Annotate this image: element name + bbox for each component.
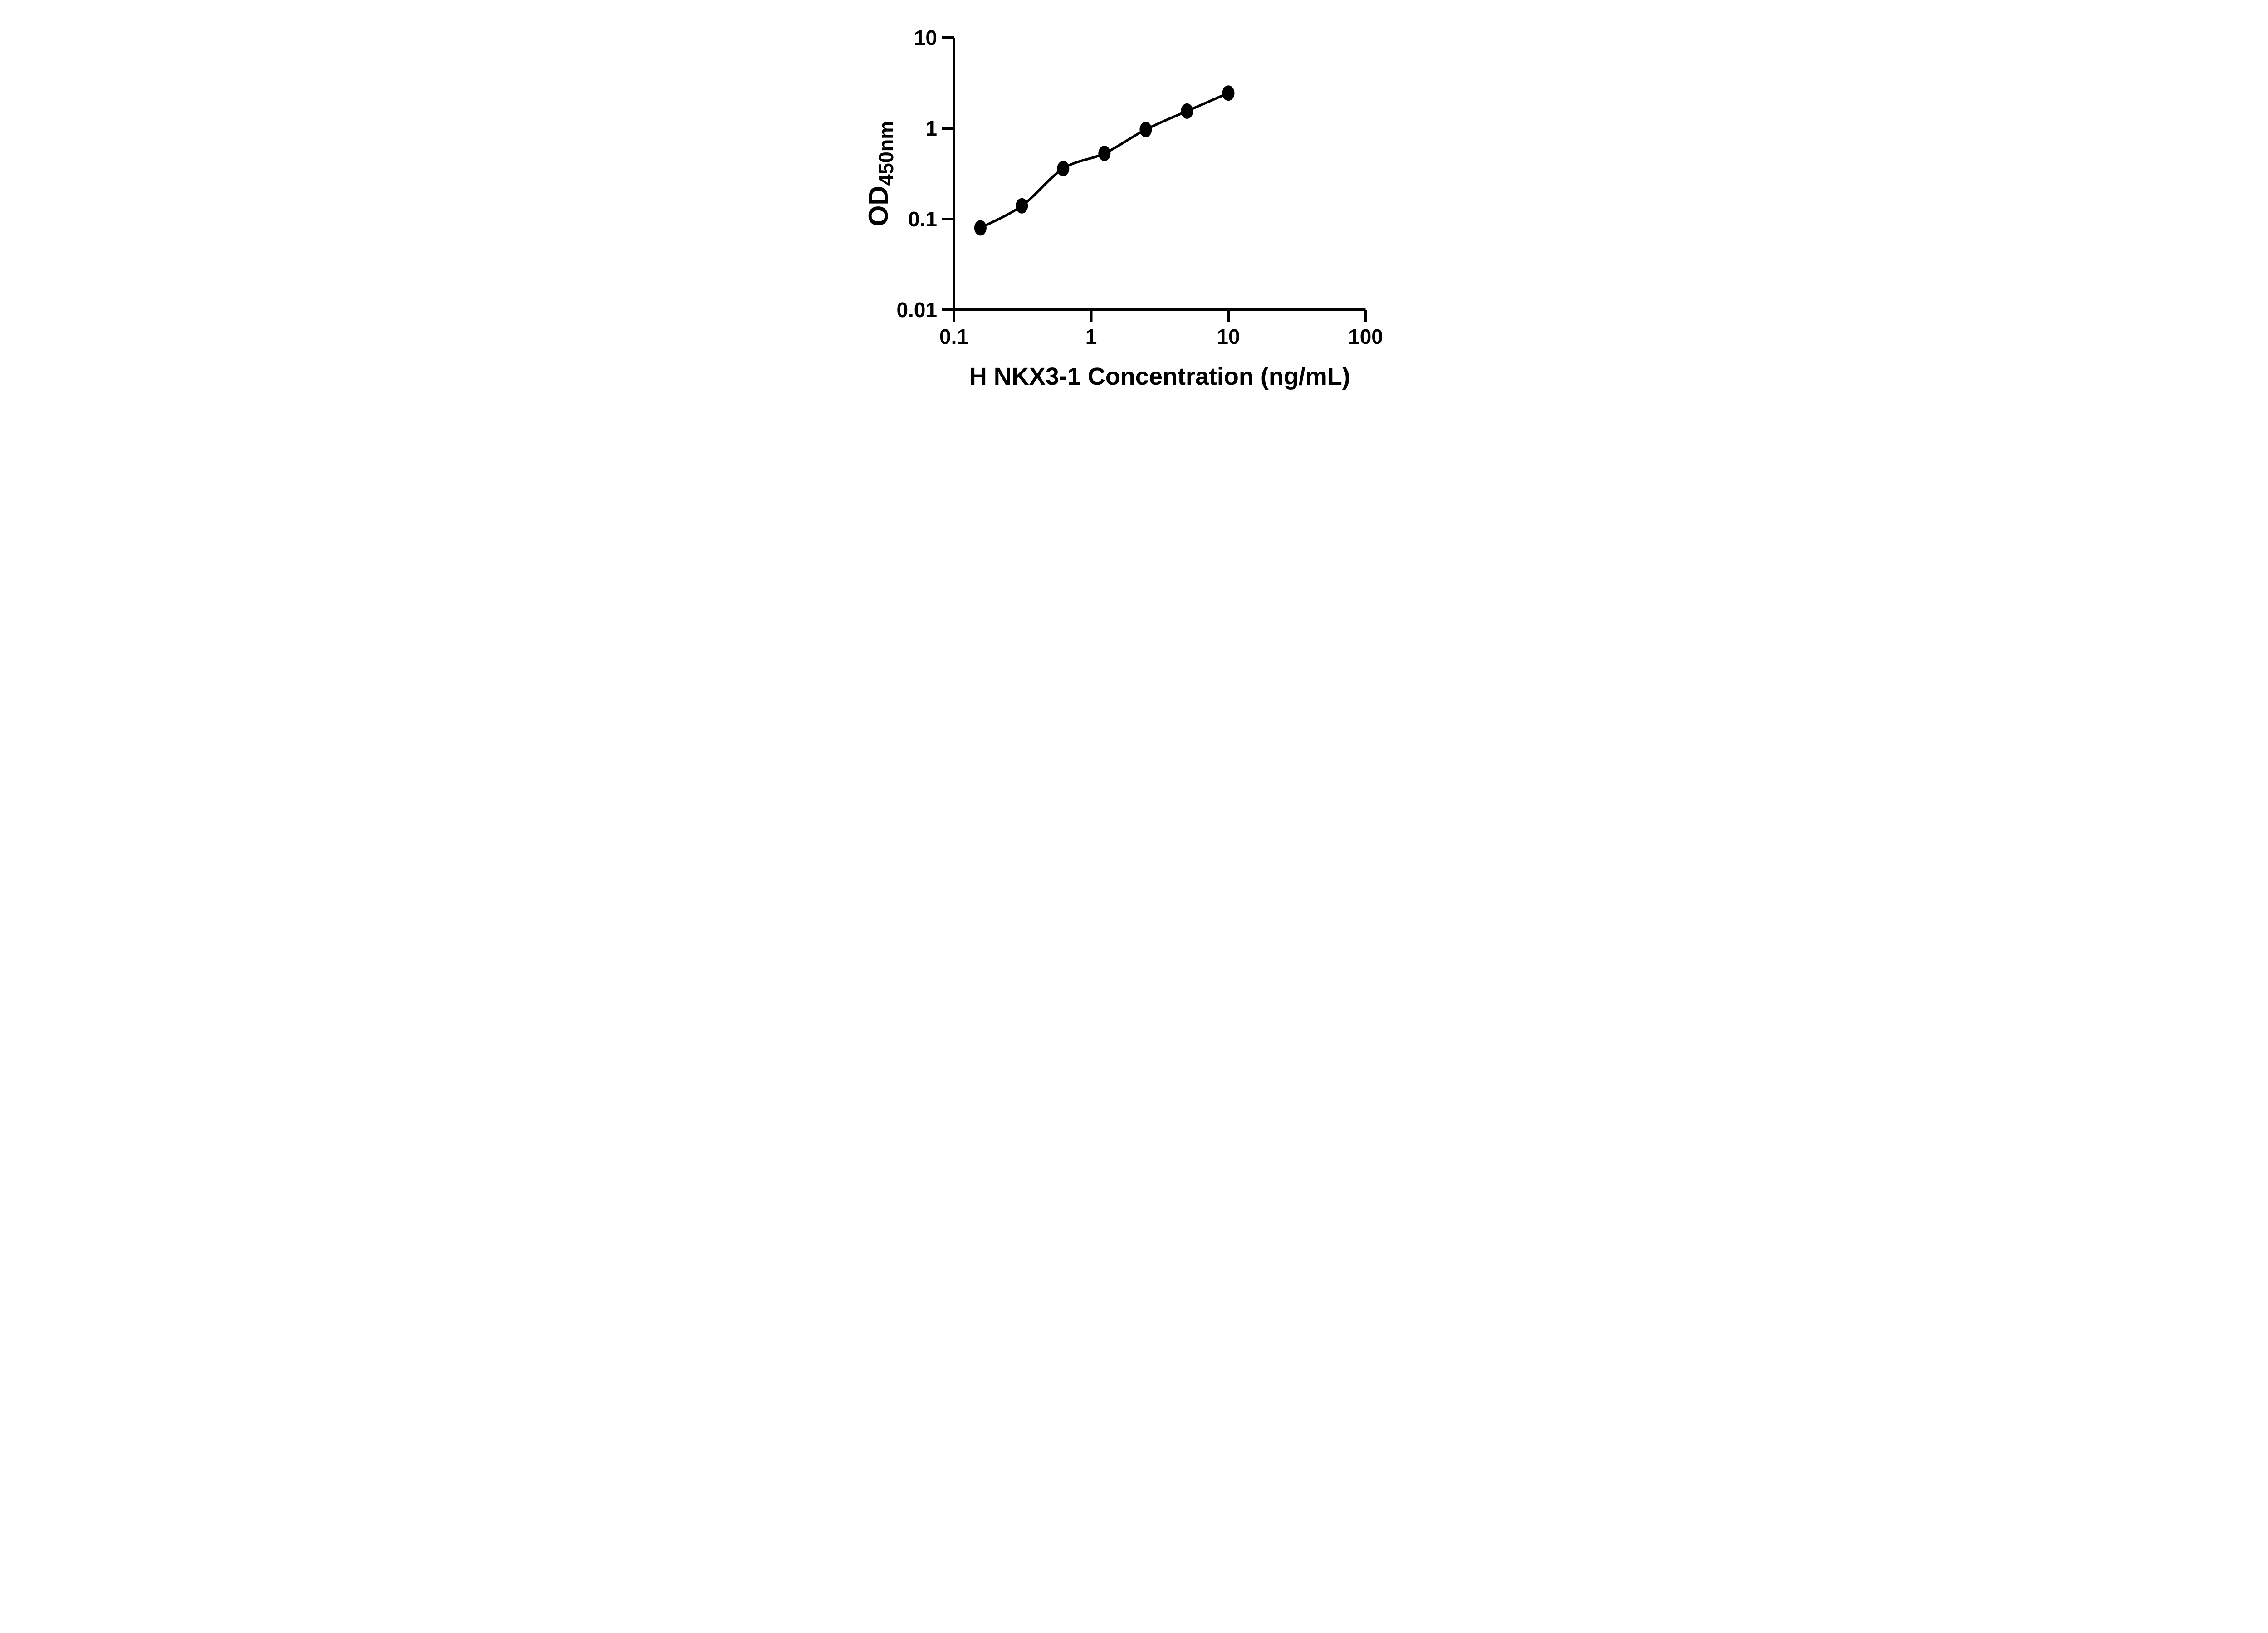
y-axis-title-subscript: 450nm [875, 121, 898, 186]
data-point-7 [1222, 85, 1235, 101]
axis-titles: H NKX3-1 Concentration (ng/mL) OD450nm [863, 121, 1350, 390]
x-tick-label-1: 1 [1085, 325, 1097, 348]
data-points [974, 85, 1235, 236]
axis-ticks [942, 36, 1367, 322]
data-point-4 [1098, 146, 1111, 161]
y-tick-label-0.01: 0.01 [896, 298, 937, 322]
x-tick-label-0.1: 0.1 [939, 325, 968, 348]
axes-frame [953, 38, 1366, 311]
data-point-2 [1016, 198, 1028, 214]
elisa-standard-curve-figure: 10 1 0.1 0.01 0.1 1 10 100 H NKX3-1 Concentrati… [842, 0, 1426, 408]
data-point-3 [1057, 161, 1070, 176]
axis-lines [953, 38, 1366, 311]
y-tick-label-0.1: 0.1 [908, 207, 937, 231]
x-tick-label-100: 100 [1348, 325, 1383, 348]
data-point-1 [974, 220, 987, 236]
y-axis-title: OD450nm [863, 121, 898, 227]
x-tick-label-10: 10 [1217, 325, 1240, 348]
x-axis-title: H NKX3-1 Concentration (ng/mL) [969, 363, 1350, 390]
y-axis-title-main: OD [863, 186, 894, 226]
y-tick-label-10: 10 [914, 26, 937, 49]
data-point-6 [1181, 103, 1193, 119]
y-tick-label-1: 1 [925, 117, 937, 140]
data-point-5 [1139, 122, 1152, 137]
